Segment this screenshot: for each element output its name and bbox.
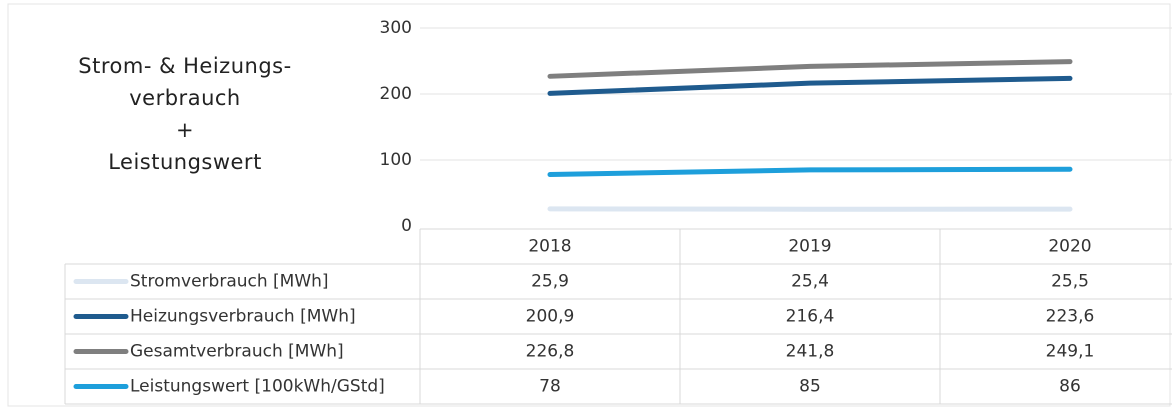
table-value: 86 [1059, 377, 1081, 397]
table-value: 85 [799, 377, 821, 397]
frame [7, 3, 1171, 407]
x-tick-label: 2020 [1048, 237, 1091, 257]
table-value: 25,5 [1051, 272, 1089, 292]
table-value: 223,6 [1046, 307, 1095, 327]
table-value: 226,8 [526, 342, 575, 362]
series-line [547, 75, 1073, 96]
legend-label: Gesamtverbrauch [MWh] [130, 342, 344, 362]
series-line [547, 166, 1073, 178]
table-value: 216,4 [786, 307, 835, 327]
legend-label: Stromverbrauch [MWh] [130, 272, 329, 292]
legend-label: Leistungswert [100kWh/GStd] [130, 377, 385, 397]
table-value: 241,8 [786, 342, 835, 362]
chart-title: Strom- & Heizungs- verbrauch + Leistungs… [78, 54, 292, 174]
table-value: 78 [539, 377, 561, 397]
y-tick-label: 300 [380, 18, 412, 38]
x-tick-label: 2018 [528, 237, 571, 257]
table-value: 25,9 [531, 272, 569, 292]
y-tick-label: 100 [380, 150, 412, 170]
legend-label: Heizungsverbrauch [MWh] [130, 307, 356, 327]
table-value: 200,9 [526, 307, 575, 327]
table-value: 249,1 [1046, 342, 1095, 362]
x-tick-label: 2019 [788, 237, 831, 257]
y-tick-label: 200 [380, 84, 412, 104]
series-line [547, 59, 1073, 79]
table-value: 25,4 [791, 272, 829, 292]
y-tick-label: 0 [401, 216, 412, 236]
